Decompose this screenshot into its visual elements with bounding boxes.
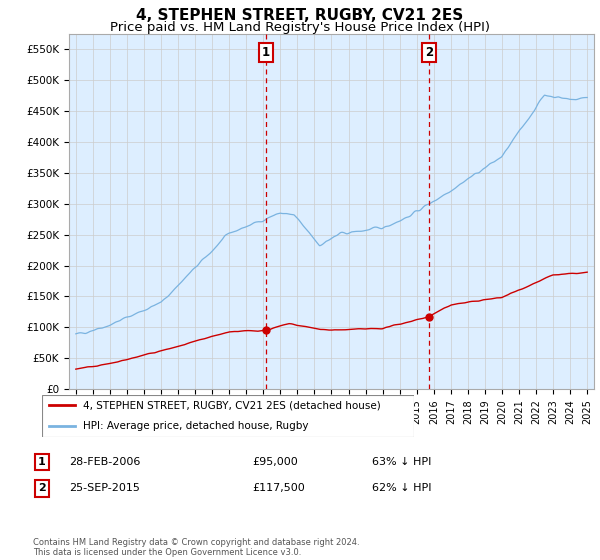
Text: 1: 1	[38, 457, 46, 467]
Text: Price paid vs. HM Land Registry's House Price Index (HPI): Price paid vs. HM Land Registry's House …	[110, 21, 490, 34]
Text: 25-SEP-2015: 25-SEP-2015	[69, 483, 140, 493]
Text: 4, STEPHEN STREET, RUGBY, CV21 2ES: 4, STEPHEN STREET, RUGBY, CV21 2ES	[136, 8, 464, 24]
Text: £95,000: £95,000	[252, 457, 298, 467]
Text: £117,500: £117,500	[252, 483, 305, 493]
Text: 2: 2	[38, 483, 46, 493]
Text: 4, STEPHEN STREET, RUGBY, CV21 2ES (detached house): 4, STEPHEN STREET, RUGBY, CV21 2ES (deta…	[83, 400, 380, 410]
Text: 1: 1	[262, 46, 270, 59]
FancyBboxPatch shape	[42, 395, 414, 437]
Text: 2: 2	[425, 46, 433, 59]
Text: 63% ↓ HPI: 63% ↓ HPI	[372, 457, 431, 467]
Text: HPI: Average price, detached house, Rugby: HPI: Average price, detached house, Rugb…	[83, 421, 308, 431]
Text: 62% ↓ HPI: 62% ↓ HPI	[372, 483, 431, 493]
Text: 28-FEB-2006: 28-FEB-2006	[69, 457, 140, 467]
Text: Contains HM Land Registry data © Crown copyright and database right 2024.
This d: Contains HM Land Registry data © Crown c…	[33, 538, 359, 557]
